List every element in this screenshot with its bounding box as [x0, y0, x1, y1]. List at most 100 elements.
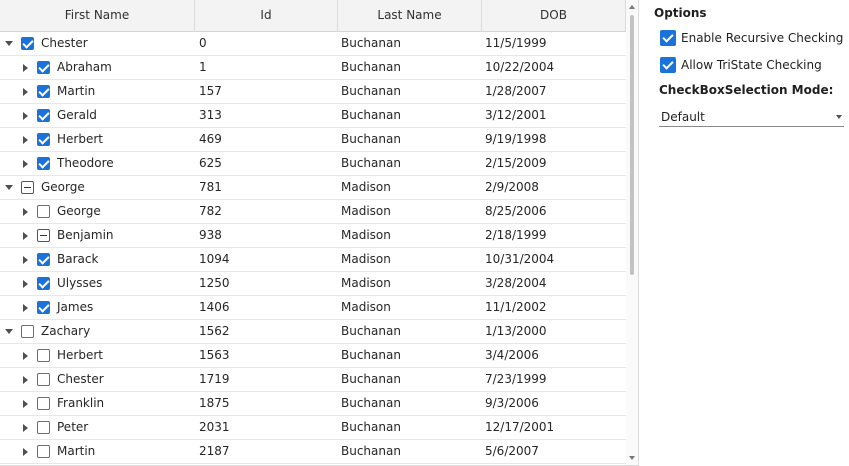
row-checkbox[interactable] [37, 445, 50, 458]
expand-right-icon[interactable] [20, 200, 30, 223]
expand-right-icon[interactable] [20, 80, 30, 103]
first-name-cell: George [57, 204, 101, 218]
row-checkbox[interactable] [21, 37, 34, 50]
scrollbar-thumb[interactable] [630, 15, 634, 275]
last-name-cell: Buchanan [341, 36, 401, 50]
last-name-cell: Buchanan [341, 60, 401, 74]
table-row[interactable]: Franklin 1875 Buchanan 9/3/2006 [0, 392, 626, 416]
expand-right-icon[interactable] [20, 416, 30, 439]
expand-right-icon[interactable] [20, 296, 30, 319]
row-checkbox[interactable] [21, 181, 34, 194]
id-cell: 1406 [199, 300, 230, 314]
last-name-cell: Buchanan [341, 420, 401, 434]
expand-down-icon[interactable] [4, 32, 14, 55]
first-name-cell: Barack [57, 252, 99, 266]
first-name-cell: Herbert [57, 132, 103, 146]
expand-down-icon[interactable] [4, 176, 14, 199]
row-checkbox[interactable] [37, 397, 50, 410]
selection-mode-dropdown[interactable]: Default [659, 108, 844, 127]
expand-right-icon[interactable] [20, 344, 30, 367]
table-row[interactable]: Chester 0 Buchanan 11/5/1999 [0, 32, 626, 56]
row-checkbox[interactable] [37, 109, 50, 122]
table-row[interactable]: Barack 1094 Madison 10/31/2004 [0, 248, 626, 272]
first-name-cell: Abraham [57, 60, 112, 74]
dob-cell: 3/12/2001 [485, 108, 547, 122]
dob-cell: 12/17/2001 [485, 420, 555, 434]
recursive-checking-checkbox[interactable] [660, 30, 676, 46]
table-row[interactable]: George 782 Madison 8/25/2006 [0, 200, 626, 224]
row-checkbox[interactable] [37, 157, 50, 170]
dob-cell: 10/22/2004 [485, 60, 555, 74]
expand-right-icon[interactable] [20, 392, 30, 415]
row-checkbox[interactable] [37, 133, 50, 146]
last-name-cell: Buchanan [341, 156, 401, 170]
table-row[interactable]: Martin 157 Buchanan 1/28/2007 [0, 80, 626, 104]
row-checkbox[interactable] [37, 301, 50, 314]
id-cell: 469 [199, 132, 222, 146]
row-checkbox[interactable] [37, 253, 50, 266]
column-header-dob[interactable]: DOB [482, 0, 626, 31]
last-name-cell: Buchanan [341, 444, 401, 458]
table-row[interactable]: Martin 2187 Buchanan 5/6/2007 [0, 440, 626, 464]
row-checkbox[interactable] [37, 61, 50, 74]
table-row[interactable]: Herbert 469 Buchanan 9/19/1998 [0, 128, 626, 152]
expand-right-icon[interactable] [20, 440, 30, 463]
id-cell: 625 [199, 156, 222, 170]
column-header-last-name[interactable]: Last Name [338, 0, 482, 31]
column-header-first-name[interactable]: First Name [0, 0, 195, 31]
dob-cell: 3/4/2006 [485, 348, 539, 362]
column-header-id[interactable]: Id [195, 0, 338, 31]
first-name-cell: Ulysses [57, 276, 103, 290]
expand-right-icon[interactable] [20, 152, 30, 175]
table-row[interactable]: Gerald 313 Buchanan 3/12/2001 [0, 104, 626, 128]
last-name-cell: Buchanan [341, 396, 401, 410]
row-checkbox[interactable] [37, 85, 50, 98]
last-name-cell: Buchanan [341, 372, 401, 386]
table-row[interactable]: George 781 Madison 2/9/2008 [0, 176, 626, 200]
dob-cell: 9/19/1998 [485, 132, 547, 146]
dob-cell: 8/25/2006 [485, 204, 547, 218]
expand-right-icon[interactable] [20, 104, 30, 127]
id-cell: 1 [199, 60, 207, 74]
row-checkbox[interactable] [37, 421, 50, 434]
row-checkbox[interactable] [37, 349, 50, 362]
tristate-checking-checkbox[interactable] [660, 57, 676, 73]
id-cell: 782 [199, 204, 222, 218]
expand-right-icon[interactable] [20, 272, 30, 295]
row-checkbox[interactable] [37, 229, 50, 242]
chevron-down-icon [836, 115, 842, 119]
table-row[interactable]: Ulysses 1250 Madison 3/28/2004 [0, 272, 626, 296]
dob-cell: 3/28/2004 [485, 276, 547, 290]
dob-cell: 5/6/2007 [485, 444, 539, 458]
vertical-scrollbar[interactable] [626, 0, 638, 465]
selection-mode-value: Default [661, 110, 705, 124]
table-row[interactable]: Peter 2031 Buchanan 12/17/2001 [0, 416, 626, 440]
first-name-cell: Chester [41, 36, 88, 50]
last-name-cell: Buchanan [341, 348, 401, 362]
expand-right-icon[interactable] [20, 368, 30, 391]
row-checkbox[interactable] [37, 373, 50, 386]
row-checkbox[interactable] [37, 277, 50, 290]
expand-right-icon[interactable] [20, 128, 30, 151]
row-checkbox[interactable] [21, 325, 34, 338]
row-checkbox[interactable] [37, 205, 50, 218]
tree-grid: First Name Id Last Name DOB Chester 0 Buch… [0, 0, 639, 466]
table-row[interactable]: Theodore 625 Buchanan 2/15/2009 [0, 152, 626, 176]
table-row[interactable]: Chester 1719 Buchanan 7/23/1999 [0, 368, 626, 392]
scroll-up-icon[interactable] [626, 1, 638, 13]
id-cell: 0 [199, 36, 207, 50]
expand-right-icon[interactable] [20, 248, 30, 271]
table-row[interactable]: Zachary 1562 Buchanan 1/13/2000 [0, 320, 626, 344]
options-title: Options [654, 6, 707, 20]
table-row[interactable]: James 1406 Madison 11/1/2002 [0, 296, 626, 320]
table-row[interactable]: Herbert 1563 Buchanan 3/4/2006 [0, 344, 626, 368]
expand-right-icon[interactable] [20, 56, 30, 79]
first-name-cell: James [57, 300, 94, 314]
id-cell: 1875 [199, 396, 230, 410]
table-row[interactable]: Benjamin 938 Madison 2/18/1999 [0, 224, 626, 248]
expand-right-icon[interactable] [20, 224, 30, 247]
scroll-down-icon[interactable] [626, 452, 638, 464]
id-cell: 1719 [199, 372, 230, 386]
table-row[interactable]: Abraham 1 Buchanan 10/22/2004 [0, 56, 626, 80]
expand-down-icon[interactable] [4, 320, 14, 343]
